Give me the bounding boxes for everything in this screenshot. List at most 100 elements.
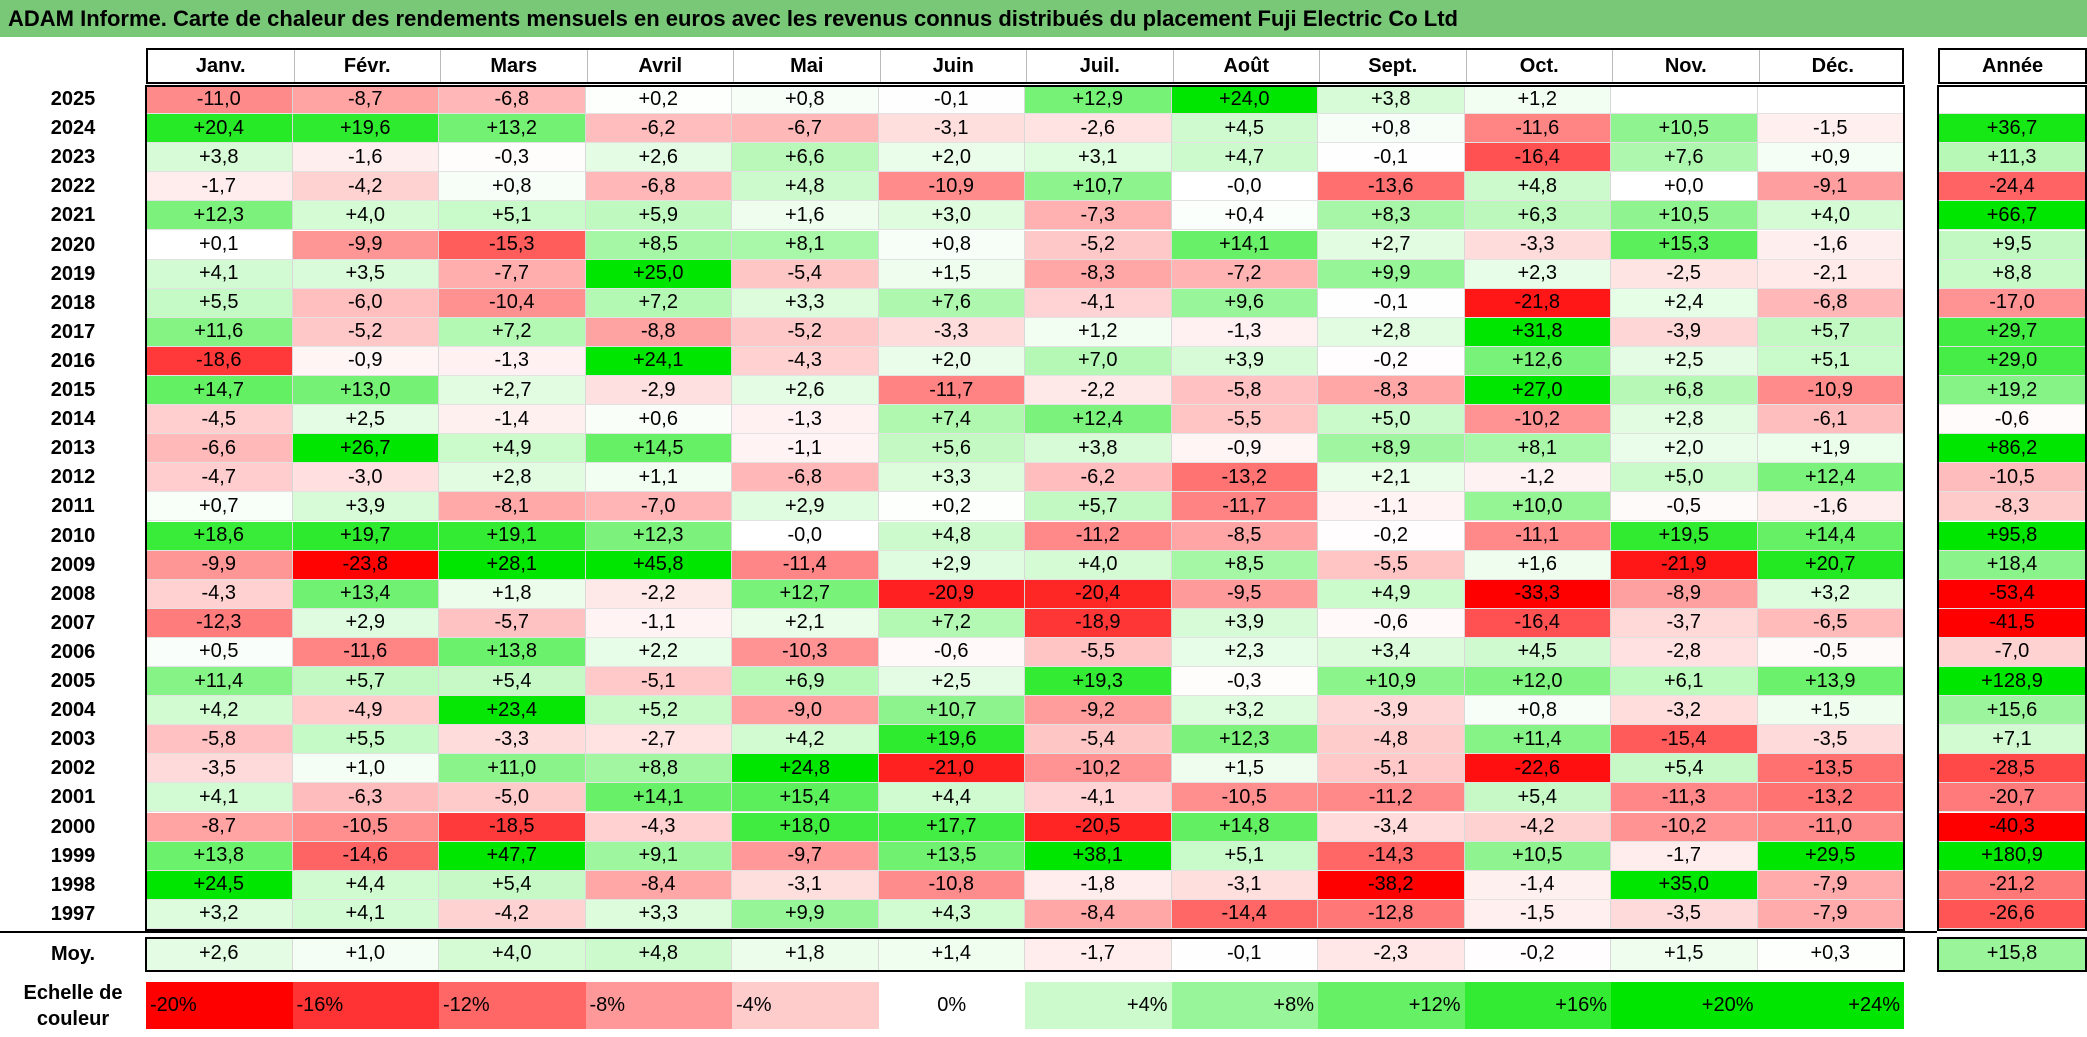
heatmap-cell: +1,2 [1464, 85, 1611, 115]
row-year-label: 2021 [50, 204, 96, 227]
heatmap-cell: -20,9 [878, 579, 1025, 609]
heatmap-cell: -2,5 [1611, 259, 1758, 289]
heatmap-cell: -3,5 [146, 754, 293, 784]
heatmap-cell: +5,1 [1171, 841, 1318, 871]
scale-swatch: -16% [292, 982, 439, 1029]
heatmap-cell: +2,9 [878, 550, 1025, 580]
heatmap-cell: +3,3 [878, 463, 1025, 493]
scale-swatch: 0% [878, 982, 1025, 1029]
row-year-label: 2017 [50, 320, 96, 343]
row-year-label: 2003 [50, 728, 96, 751]
heatmap-cell: -5,8 [146, 725, 293, 755]
heatmap-cell: -13,5 [1757, 754, 1904, 784]
heatmap-cell: -2,2 [1025, 376, 1172, 406]
heatmap-cell: +0,8 [439, 172, 586, 202]
row-year-label: 2007 [50, 611, 96, 634]
heatmap-cell: -11,0 [1757, 812, 1904, 842]
month-header: Févr. [295, 50, 441, 82]
annual-cell: -10,5 [1938, 463, 2087, 493]
scale-swatch: +16% [1464, 982, 1611, 1029]
heatmap-cell: +10,9 [1318, 667, 1465, 697]
heatmap-cell: -10,3 [732, 637, 879, 667]
heatmap-cell: +5,7 [1757, 317, 1904, 347]
heatmap-cell: -2,2 [585, 579, 732, 609]
annual-cell: -0,6 [1938, 405, 2087, 435]
heatmap-cell: +11,4 [1464, 725, 1611, 755]
heatmap-cell: -1,8 [1025, 870, 1172, 900]
heatmap-cell: -7,9 [1757, 899, 1904, 929]
annual-cell [1938, 85, 2087, 115]
heatmap-cell: +8,9 [1318, 434, 1465, 464]
heatmap-cell: +8,5 [585, 230, 732, 260]
heatmap-cell: +2,0 [878, 143, 1025, 173]
heatmap-cell: -3,1 [878, 114, 1025, 144]
row-year-label: 1999 [50, 844, 96, 867]
heatmap-cell: -7,7 [439, 259, 586, 289]
heatmap-cell: -1,2 [1464, 463, 1611, 493]
heatmap-cell: -5,1 [1318, 754, 1465, 784]
row-year-label: 1998 [50, 873, 96, 896]
heatmap-cell: +7,2 [585, 288, 732, 318]
row-year-label: 2015 [50, 379, 96, 402]
average-annual-cell: +15,8 [1938, 937, 2087, 971]
heatmap-cell: -1,6 [292, 143, 439, 173]
heatmap-cell: -7,2 [1171, 259, 1318, 289]
heatmap-cell: -6,1 [1757, 405, 1904, 435]
row-year-label: 2008 [50, 582, 96, 605]
annual-cell: -7,0 [1938, 637, 2087, 667]
heatmap-cell: +19,7 [292, 521, 439, 551]
heatmap-cell: +9,9 [1318, 259, 1465, 289]
heatmap-cell: -3,3 [439, 725, 586, 755]
heatmap-cell: -11,7 [1171, 492, 1318, 522]
annual-header: Année [1938, 48, 2087, 84]
separator-line [0, 930, 1937, 933]
heatmap-cell: -18,5 [439, 812, 586, 842]
chart-title: ADAM Informe. Carte de chaleur des rende… [0, 0, 2087, 37]
heatmap-cell: +10,7 [1025, 172, 1172, 202]
heatmap-cell: +15,4 [732, 783, 879, 813]
month-header: Juil. [1027, 50, 1174, 82]
heatmap-cell: +13,5 [878, 841, 1025, 871]
heatmap-cell: +3,8 [146, 143, 293, 173]
heatmap-cell: -1,3 [1171, 317, 1318, 347]
heatmap-cell: +10,5 [1611, 201, 1758, 231]
month-header: Oct. [1467, 50, 1613, 82]
heatmap-cell: -21,8 [1464, 288, 1611, 318]
heatmap-cell: +5,7 [292, 667, 439, 697]
heatmap-cell: +5,6 [878, 434, 1025, 464]
row-year-label: 2014 [50, 408, 96, 431]
heatmap-cell: +19,6 [292, 114, 439, 144]
heatmap-cell: -3,3 [878, 317, 1025, 347]
heatmap-cell: -3,5 [1611, 899, 1758, 929]
heatmap-cell: +20,4 [146, 114, 293, 144]
heatmap-cell: -4,9 [292, 696, 439, 726]
average-cell: +0,3 [1757, 937, 1904, 971]
annual-cell: +11,3 [1938, 143, 2087, 173]
row-year-label: 2012 [50, 466, 96, 489]
scale-swatch: +8% [1171, 982, 1318, 1029]
heatmap-cell: -7,9 [1757, 870, 1904, 900]
heatmap-cell: -1,4 [1464, 870, 1611, 900]
heatmap-cell: +2,5 [1611, 346, 1758, 376]
heatmap-cell: -4,5 [146, 405, 293, 435]
heatmap-cell: +0,8 [1318, 114, 1465, 144]
heatmap-cell: +38,1 [1025, 841, 1172, 871]
heatmap-cell: +24,0 [1171, 85, 1318, 115]
annual-cell: +180,9 [1938, 841, 2087, 871]
heatmap-cell: -0,3 [439, 143, 586, 173]
heatmap-cell [1757, 85, 1904, 115]
heatmap-cell: -6,0 [292, 288, 439, 318]
row-year-label: 2001 [50, 786, 96, 809]
heatmap-cell: +5,1 [1757, 346, 1904, 376]
heatmap-cell: -6,6 [146, 434, 293, 464]
heatmap-cell: +4,0 [1757, 201, 1904, 231]
heatmap-cell: +3,3 [585, 899, 732, 929]
heatmap-cell: -1,1 [732, 434, 879, 464]
heatmap-cell: +0,1 [146, 230, 293, 260]
heatmap-cell: +6,1 [1611, 667, 1758, 697]
annual-cell: -26,6 [1938, 899, 2087, 929]
row-year-label: 2004 [50, 699, 96, 722]
heatmap-cell: +4,8 [732, 172, 879, 202]
heatmap-cell: -12,8 [1318, 899, 1465, 929]
heatmap-cell: -21,9 [1611, 550, 1758, 580]
